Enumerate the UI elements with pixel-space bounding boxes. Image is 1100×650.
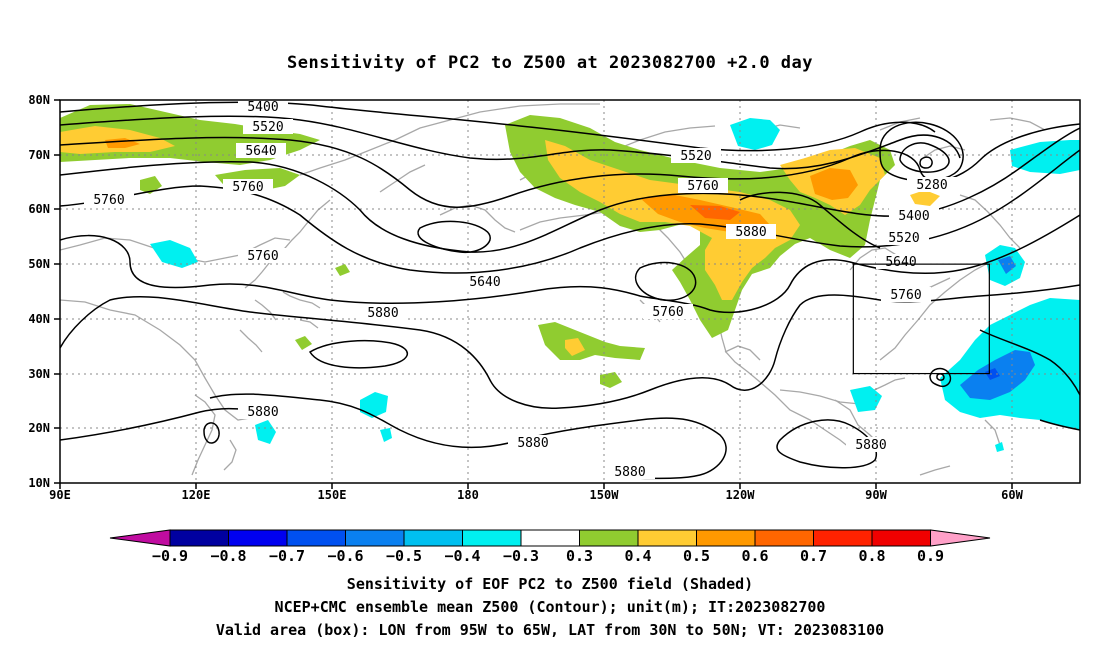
contour-label: 5880: [367, 306, 398, 321]
colorbar-level-label: −0.5: [386, 547, 422, 565]
shading-negative: [150, 118, 1080, 452]
contour-label: 5640: [885, 255, 916, 270]
contour-label: 5400: [898, 209, 929, 224]
colorbar-swatch: [345, 529, 405, 547]
lon-tick-label: 90W: [865, 488, 887, 502]
tick-marks: [54, 99, 1013, 489]
lat-tick-label: 80N: [28, 93, 50, 107]
colorbar-swatch: [579, 529, 639, 547]
colorbar-level-label: 0.6: [741, 547, 768, 565]
colorbar-level-label: 0.3: [566, 547, 593, 565]
colorbar-level-label: 0.7: [800, 547, 827, 565]
lat-tick-label: 20N: [28, 421, 50, 435]
shading-positive: [60, 104, 940, 388]
contour-label: 5880: [517, 436, 548, 451]
contour-label: 5880: [855, 438, 886, 453]
colorbar-swatch: [169, 529, 229, 547]
contour-label: 5760: [687, 179, 718, 194]
contour-label: 5520: [888, 231, 919, 246]
colorbar: −0.9 −0.8 −0.7 −0.6 −0.5 −0.4 −0.3 0.3 0.4 0.5 0.6…: [109, 529, 991, 565]
colorbar-swatch: [403, 529, 463, 547]
lat-tick-label: 40N: [28, 312, 50, 326]
caption-line-2: NCEP+CMC ensemble mean Z500 (Contour); u…: [275, 598, 826, 616]
colorbar-swatch: [637, 529, 697, 547]
colorbar-level-label: 0.5: [683, 547, 710, 565]
map-title: Sensitivity of PC2 to Z500 at 2023082700…: [287, 53, 813, 73]
contour-label: 5760: [93, 193, 124, 208]
lon-tick-label: 120W: [726, 488, 756, 502]
colorbar-level-label: −0.7: [269, 547, 305, 565]
lon-tick-labels: 90E 120E 150E 180 150W 120W 90W 60W: [49, 488, 1023, 502]
colorbar-level-label: 0.4: [624, 547, 651, 565]
contour-labels: 5400 5520 5640 5760 5760 5520 5640 5760 …: [84, 100, 957, 480]
lon-tick-label: 180: [457, 488, 479, 502]
colorbar-swatch: [228, 529, 288, 547]
contour-label: 5760: [890, 288, 921, 303]
contour-label: 5880: [735, 225, 766, 240]
colorbar-swatch: [696, 529, 756, 547]
lon-tick-label: 90E: [49, 488, 71, 502]
contour-label: 5280: [916, 178, 947, 193]
colorbar-over-triangle: [930, 529, 991, 547]
colorbar-swatch: [520, 529, 580, 547]
colorbar-swatch: [286, 529, 346, 547]
colorbar-level-label: −0.9: [152, 547, 188, 565]
colorbar-level-label: −0.3: [503, 547, 539, 565]
colorbar-swatch: [871, 529, 931, 547]
gridlines: [60, 100, 1080, 483]
lon-tick-label: 150W: [590, 488, 620, 502]
lat-tick-label: 10N: [28, 476, 50, 490]
contour-label: 5640: [469, 275, 500, 290]
contour-label: 5520: [680, 149, 711, 164]
colorbar-under-triangle: [109, 529, 171, 547]
contour-label: 5760: [652, 305, 683, 320]
contour-label: 5400: [247, 100, 278, 115]
contour-label: 5640: [245, 144, 276, 159]
lat-tick-label: 60N: [28, 202, 50, 216]
lat-tick-label: 30N: [28, 367, 50, 381]
colorbar-level-label: 0.9: [917, 547, 944, 565]
colorbar-level-label: −0.8: [210, 547, 246, 565]
map-border: [59, 99, 1081, 484]
lon-tick-label: 120E: [182, 488, 211, 502]
colorbar-level-label: −0.6: [327, 547, 363, 565]
contour-label: 5880: [614, 465, 645, 480]
colorbar-level-label: 0.8: [858, 547, 885, 565]
valid-area-box: [852, 263, 990, 375]
contour-label: 5520: [252, 120, 283, 135]
lon-tick-label: 60W: [1001, 488, 1023, 502]
contour-label: 5760: [232, 180, 263, 195]
contour-label: 5760: [247, 249, 278, 264]
colorbar-swatch: [754, 529, 814, 547]
lon-tick-label: 150E: [318, 488, 347, 502]
lat-tick-label: 50N: [28, 257, 50, 271]
colorbar-swatch: [813, 529, 873, 547]
caption-line-1: Sensitivity of EOF PC2 to Z500 field (Sh…: [347, 575, 753, 593]
colorbar-swatch: [462, 529, 522, 547]
lat-tick-labels: 80N 70N 60N 50N 40N 30N 20N 10N: [28, 93, 50, 490]
contour-label: 5880: [247, 405, 278, 420]
lat-tick-label: 70N: [28, 148, 50, 162]
colorbar-level-label: −0.4: [444, 547, 480, 565]
caption-line-3: Valid area (box): LON from 95W to 65W, L…: [216, 621, 884, 639]
